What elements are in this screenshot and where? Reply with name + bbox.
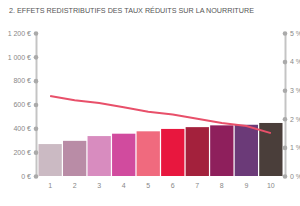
tick: 2 % [283,116,300,123]
tick-dot [283,146,288,151]
tick-label: 2 [73,182,77,189]
tick: 0 % [283,173,300,180]
tick: 800 € [13,77,38,84]
tick-dot [283,117,288,122]
tick-label: 5 % [290,30,300,37]
bar [210,125,233,176]
tick-dot [34,174,39,179]
line [50,96,271,133]
tick-dot [34,103,39,108]
tick: 200 € [13,149,38,156]
tick-dot [283,60,288,65]
tick-label: 8 [220,182,224,189]
tick-label: 5 [146,182,150,189]
tick-label: 0 % [290,173,300,180]
tick-label: 7 [195,182,199,189]
tick-dot [283,31,288,36]
tick: 3 [97,182,101,189]
tick: 7 [195,182,199,189]
tick: 9 [244,182,248,189]
tick-label: 3 % [290,87,300,94]
tick-label: 3 [97,182,101,189]
tick: 4 [122,182,126,189]
tick: 10 [267,182,275,189]
tick-label: 0 € [21,173,31,180]
tick-dot [283,174,288,179]
bar [112,134,135,176]
tick-dot [34,31,39,36]
tick-label: 600 € [13,101,31,108]
tick-label: 400 € [13,125,31,132]
title: 2. EFFETS REDISTRIBUTIFS DES TAUX RÉDUIT… [9,6,254,15]
x-axis: 1 2 3 4 5 6 7 8 9 10 [48,182,275,189]
tick-label: 200 € [13,149,31,156]
tick-label: 4 % [290,58,300,65]
bar [235,125,258,176]
bar [137,131,160,176]
bar [161,129,184,176]
tick: 600 € [13,101,38,108]
tick: 5 [146,182,150,189]
tick-label: 9 [244,182,248,189]
tick: 1 000 € [8,54,39,61]
tick-label: 6 [171,182,175,189]
tick: 2 [73,182,77,189]
tick-label: 1 % [290,144,300,151]
axis-line [285,34,287,177]
tick-label: 800 € [13,77,31,84]
tick-dot [34,79,39,84]
tick: 1 [48,182,52,189]
tick-label: 2 % [290,116,300,123]
y-axis: 0 € 200 € 400 € 600 € 800 € 1 000 € 1 200 € [8,30,39,180]
tick: 6 [171,182,175,189]
y2-axis: 0 % 1 % 2 % 3 % 4 % 5 % [283,30,300,180]
tick-label: 10 [267,182,275,189]
tick-dot [283,88,288,93]
tick: 4 % [283,58,300,65]
tick-dot [34,127,39,132]
tick: 1 200 € [8,30,39,37]
tick-label: 1 200 € [8,30,31,37]
tick: 1 % [283,144,300,151]
tick: 0 € [21,173,38,180]
bar [88,136,111,176]
tick-label: 4 [122,182,126,189]
plot-area [38,96,282,176]
tick: 5 % [283,30,300,37]
tick-dot [34,55,39,60]
tick: 400 € [13,125,38,132]
tick: 3 % [283,87,300,94]
tick-dot [34,150,39,155]
tick: 8 [220,182,224,189]
tick-label: 1 000 € [8,54,31,61]
bar [38,144,61,176]
bar [63,141,86,176]
chart: 2. EFFETS REDISTRIBUTIFS DES TAUX RÉDUIT… [0,0,300,206]
bar [186,127,209,176]
tick-label: 1 [48,182,52,189]
